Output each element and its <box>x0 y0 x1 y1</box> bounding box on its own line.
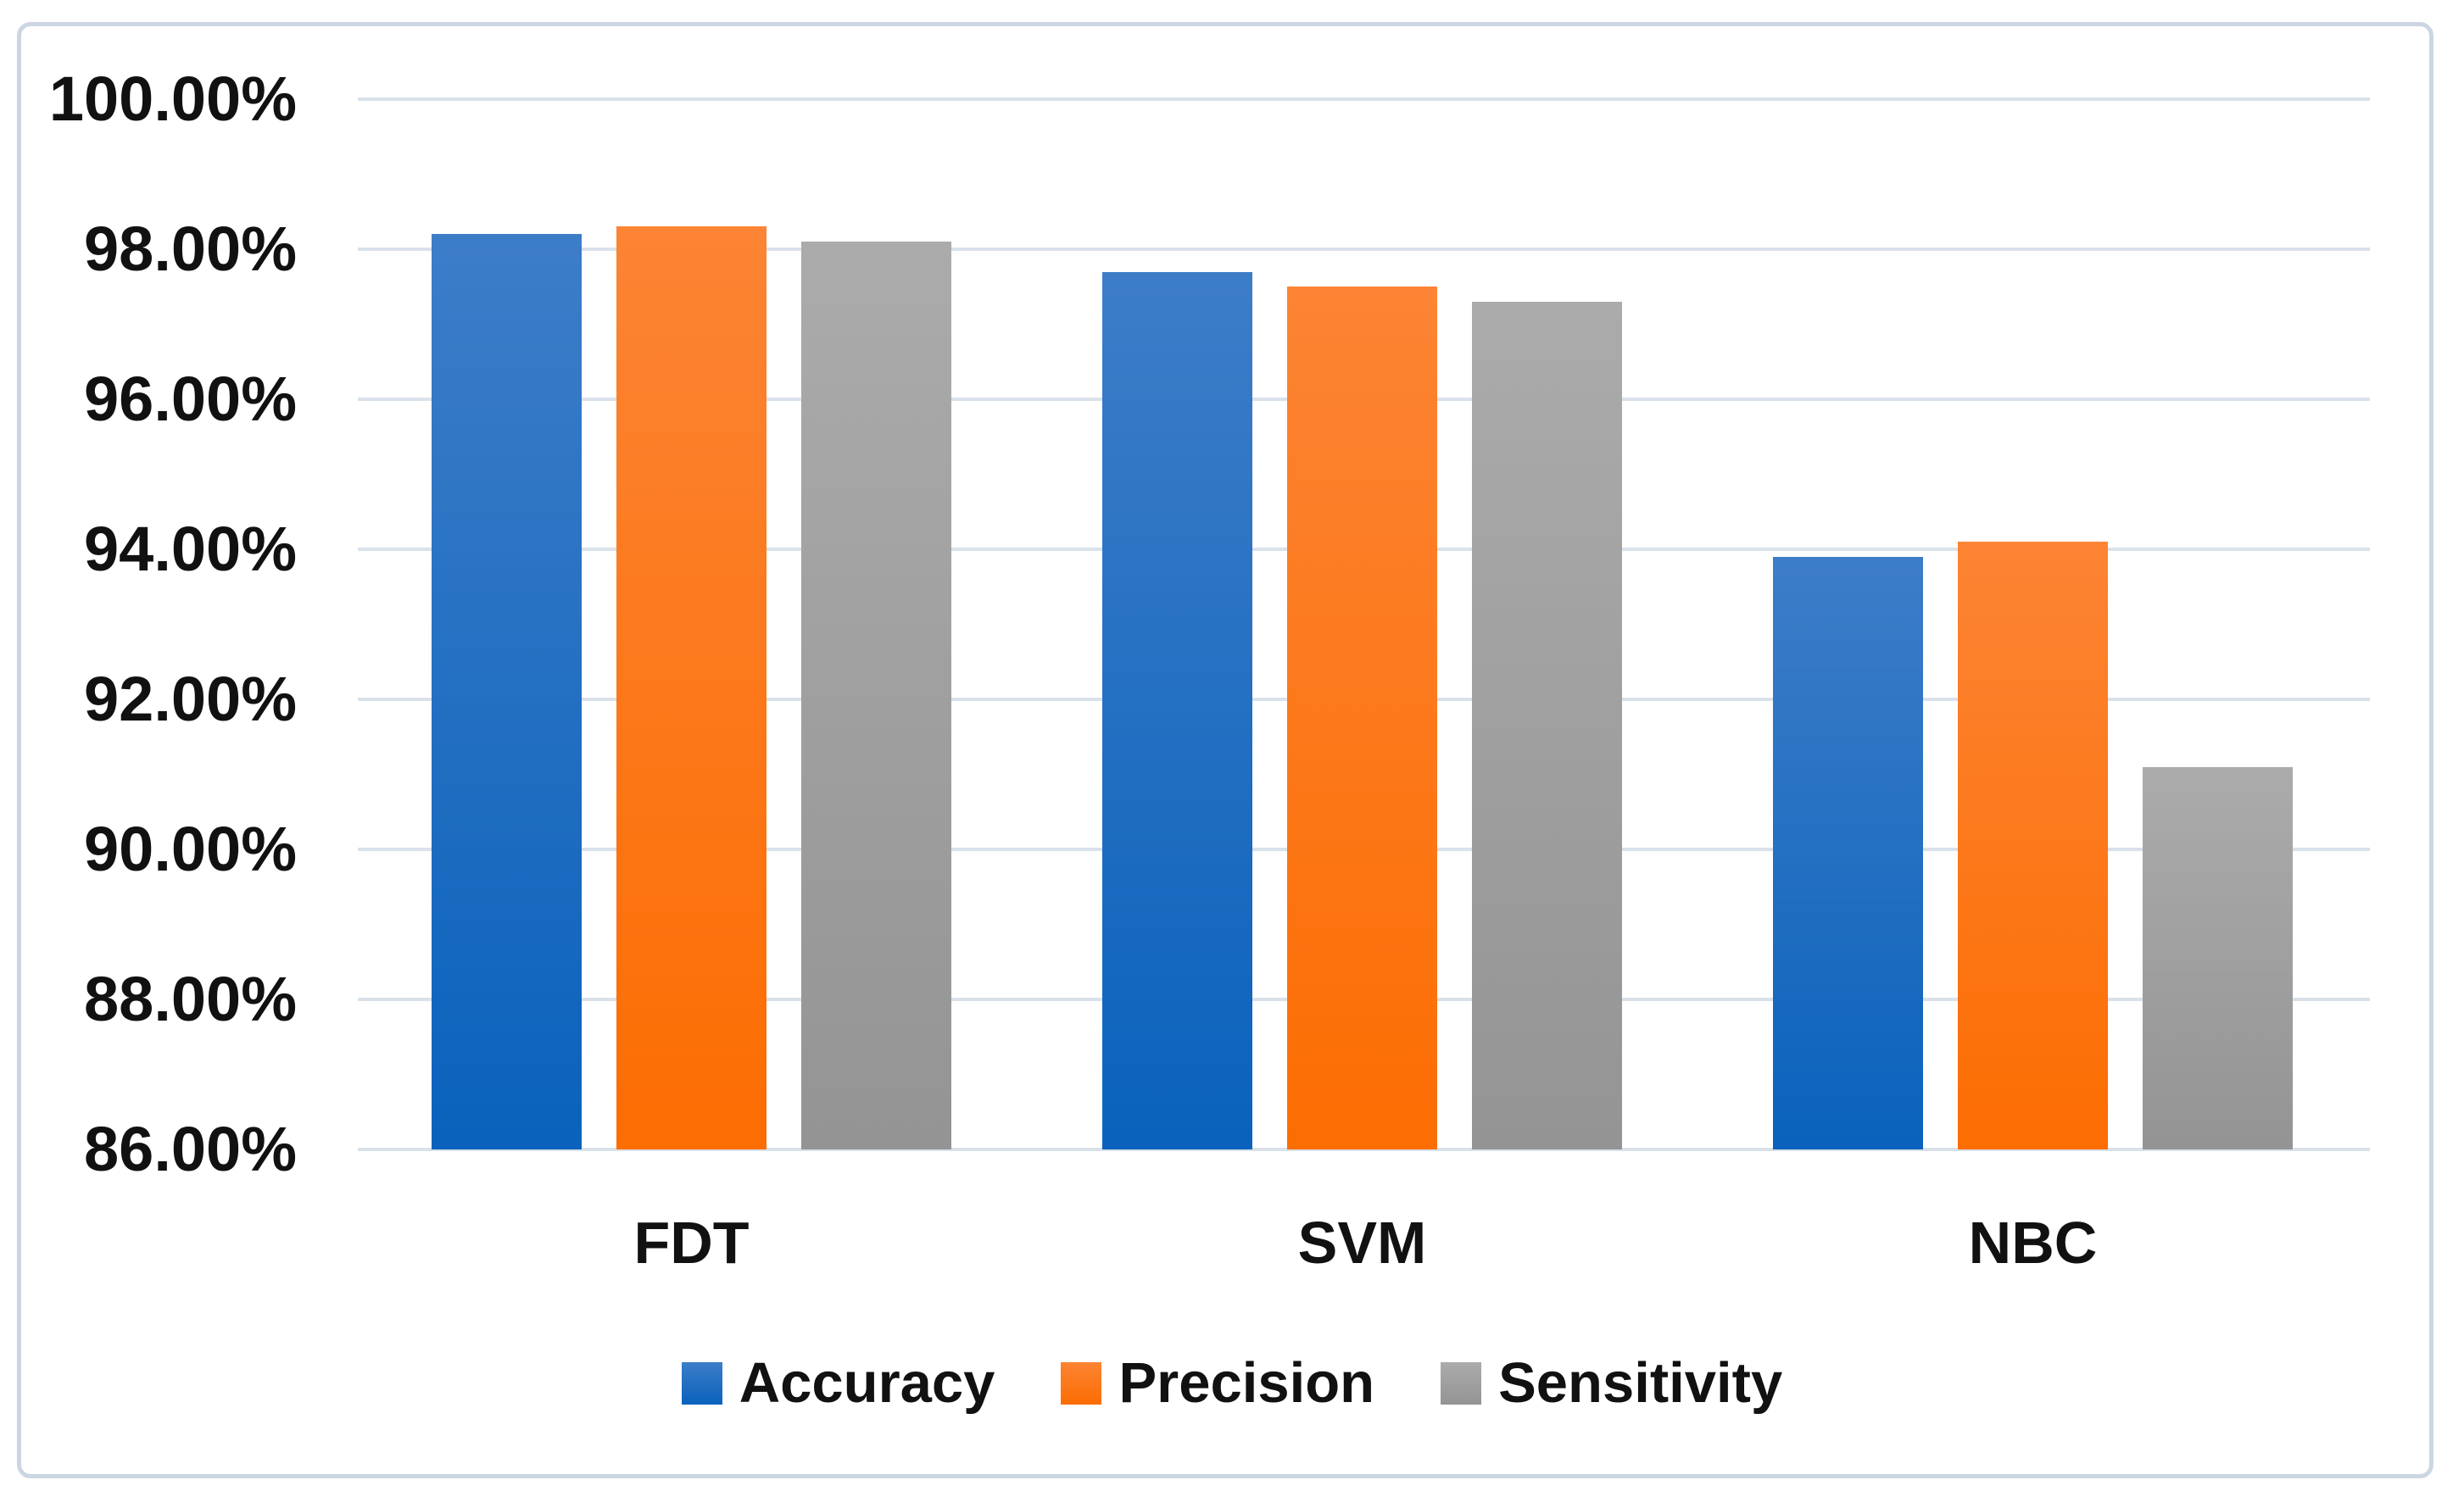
y-axis-tick-label: 86.00% <box>84 1114 297 1184</box>
category-label-svm: SVM <box>1297 1210 1427 1276</box>
gridline-86 <box>358 1148 2370 1151</box>
gridline-100 <box>358 97 2370 101</box>
bar-svm-sensitivity <box>1472 301 1622 1149</box>
category-label-fdt: FDT <box>633 1210 750 1276</box>
category-label-nbc: NBC <box>1968 1210 2098 1276</box>
legend-marker-sensitivity-icon <box>1441 1362 1482 1405</box>
bar-nbc-sensitivity <box>2143 766 2293 1149</box>
y-axis-tick-label: 100.00% <box>48 64 297 134</box>
legend-label: Sensitivity <box>1498 1351 1783 1415</box>
legend-item-sensitivity: Sensitivity <box>1441 1349 1782 1417</box>
y-axis-tick-label: 90.00% <box>84 814 297 884</box>
bar-fdt-sensitivity <box>801 242 951 1149</box>
bar-svm-accuracy <box>1102 271 1252 1149</box>
plot-area <box>358 97 2370 1151</box>
y-axis-tick-label: 94.00% <box>84 514 297 584</box>
bar-fdt-precision <box>616 226 767 1149</box>
y-axis-tick-label: 98.00% <box>84 214 297 284</box>
legend-marker-precision-icon <box>1061 1362 1102 1405</box>
y-axis-tick-label: 96.00% <box>84 364 297 434</box>
legend-marker-accuracy-icon <box>681 1362 722 1405</box>
gridline-98 <box>358 248 2370 251</box>
bar-nbc-accuracy <box>1773 556 1923 1149</box>
legend: Accuracy Precision Sensitivity <box>0 1349 2464 1417</box>
legend-label: Precision <box>1118 1351 1375 1415</box>
bar-svm-precision <box>1287 287 1437 1149</box>
legend-item-accuracy: Accuracy <box>681 1349 995 1417</box>
legend-item-precision: Precision <box>1061 1349 1374 1417</box>
y-axis-tick-label: 88.00% <box>84 964 297 1034</box>
legend-label: Accuracy <box>739 1351 995 1415</box>
bar-nbc-precision <box>1958 542 2108 1149</box>
bar-fdt-accuracy <box>432 234 582 1149</box>
y-axis-tick-label: 92.00% <box>84 664 297 734</box>
